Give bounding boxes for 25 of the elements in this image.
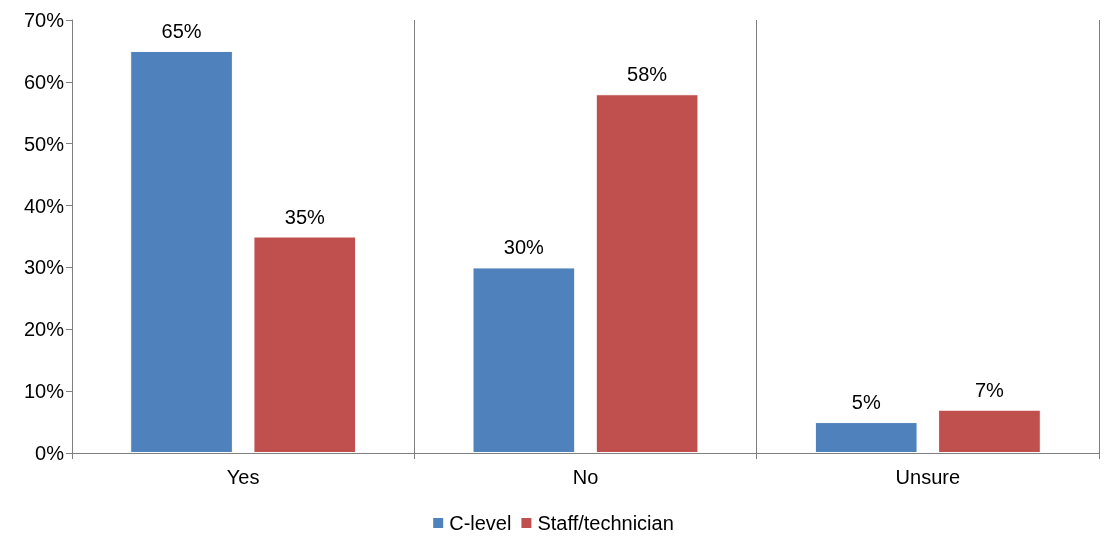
y-tick-label: 10% (23, 380, 65, 403)
bar (253, 236, 357, 453)
y-tick-label: 40% (23, 194, 65, 217)
data-label: 65% (161, 19, 202, 42)
y-tick-label: 70% (23, 9, 65, 31)
data-label: 30% (503, 236, 545, 259)
bar (595, 94, 699, 453)
data-label: 7% (975, 378, 1005, 401)
y-tick-label: 50% (23, 132, 65, 155)
data-label: 5% (851, 391, 881, 414)
x-tick-label: Yes (226, 466, 260, 488)
legend-label: Staff/technician (537, 512, 674, 534)
bar (130, 50, 233, 453)
y-tick-label: 60% (23, 70, 65, 93)
y-tick-label: 30% (23, 256, 65, 279)
bar (938, 409, 1041, 453)
bar (472, 267, 576, 453)
data-label: 58% (627, 63, 668, 86)
x-tick-label: No (572, 466, 599, 488)
y-tick-label: 20% (23, 318, 65, 341)
y-tick-label: 0% (35, 442, 65, 464)
bar (814, 422, 918, 453)
data-label: 35% (284, 205, 326, 228)
legend-label: C-level (449, 512, 512, 534)
x-tick-label: Unsure (895, 466, 961, 488)
